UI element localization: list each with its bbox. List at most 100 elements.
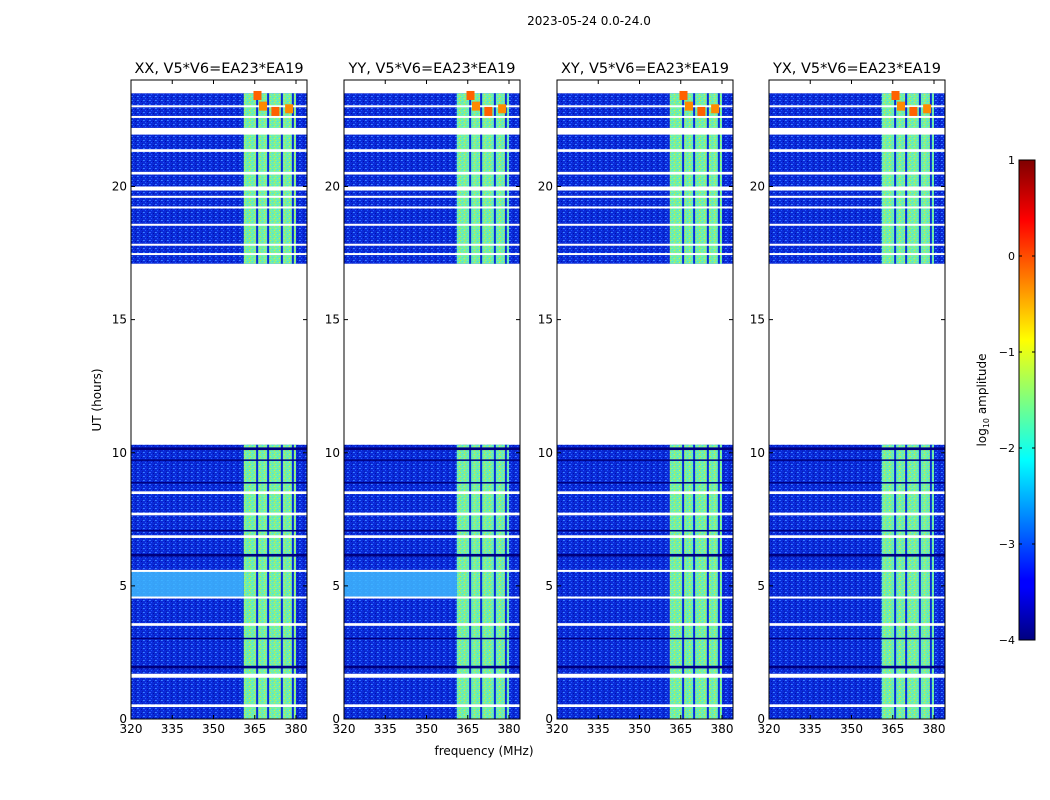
flagged-row <box>344 535 520 538</box>
flagged-row <box>344 206 520 209</box>
panel-title: YX, V5*V6=EA23*EA19 <box>772 61 941 77</box>
flagged-row <box>769 243 945 246</box>
low-amplitude-row <box>557 447 733 451</box>
x-tick-label: 365 <box>243 722 266 736</box>
flagged-row <box>557 105 733 108</box>
x-tick-label: 365 <box>669 722 692 736</box>
low-amplitude-row <box>131 447 307 451</box>
channel-divider <box>905 93 908 264</box>
panel-2: YY, V5*V6=EA23*EA19 320 335 350 365 380 0 5 10 15… <box>325 61 521 736</box>
flagged-row <box>131 186 307 191</box>
flagged-row <box>131 596 307 599</box>
flagged-row <box>769 115 945 118</box>
flagged-row <box>769 569 945 572</box>
flagged-row <box>131 195 307 198</box>
channel-divider <box>905 444 908 719</box>
flagged-row <box>769 704 945 708</box>
flagged-row <box>557 127 733 135</box>
y-tick-label: 20 <box>538 180 553 194</box>
low-amplitude-row <box>131 553 307 557</box>
colorbar: 10−1−2−3−4 log10 amplitude <box>975 154 1036 647</box>
x-tick-label: 335 <box>161 722 184 736</box>
y-tick-label: 15 <box>750 313 765 327</box>
hot-spot <box>909 106 918 116</box>
low-amplitude-row <box>769 459 945 461</box>
flagged-row <box>131 569 307 572</box>
flagged-row <box>769 491 945 495</box>
flagged-row <box>769 253 945 256</box>
flagged-row <box>557 673 733 678</box>
flagged-row <box>557 115 733 118</box>
x-tick-label: 320 <box>120 722 143 736</box>
flagged-row <box>344 253 520 256</box>
flagged-row <box>131 223 307 226</box>
flagged-row <box>131 105 307 108</box>
flagged-row <box>769 223 945 226</box>
y-tick-label: 10 <box>538 446 553 460</box>
y-tick-label: 10 <box>112 446 127 460</box>
x-tick-label: 365 <box>456 722 479 736</box>
rfi-band <box>456 444 509 719</box>
y-tick-label: 5 <box>332 579 340 593</box>
x-tick-label: 380 <box>923 722 946 736</box>
hot-spot <box>697 106 706 116</box>
x-tick-label: 320 <box>546 722 569 736</box>
x-tick-label: 380 <box>498 722 521 736</box>
channel-divider <box>480 93 483 264</box>
flagged-row <box>131 149 307 152</box>
panel-4: YX, V5*V6=EA23*EA19 320 335 350 365 380 0 5 10 15… <box>750 61 946 736</box>
flagged-row <box>769 171 945 175</box>
flagged-row <box>344 149 520 152</box>
x-tick-label: 380 <box>711 722 734 736</box>
panel-frame <box>768 79 946 720</box>
channel-divider <box>504 93 507 264</box>
channel-divider <box>291 93 294 264</box>
channel-divider <box>291 444 294 719</box>
panel-3: XY, V5*V6=EA23*EA19 320 335 350 365 380 0 5 10 15… <box>538 61 734 736</box>
colorbar-gradient <box>1018 159 1036 641</box>
flagged-row <box>557 512 733 516</box>
rfi-band <box>669 93 722 264</box>
low-amplitude-row <box>131 665 307 669</box>
flagged-row <box>769 186 945 191</box>
low-amplitude-row <box>557 529 733 532</box>
flagged-row <box>557 186 733 191</box>
channel-divider <box>469 444 472 719</box>
channel-divider <box>682 93 685 264</box>
y-tick-label: 5 <box>119 579 127 593</box>
low-amplitude-row <box>131 482 307 484</box>
flagged-row <box>557 223 733 226</box>
hot-spot <box>897 101 905 111</box>
flagged-row <box>557 704 733 708</box>
y-tick-label: 0 <box>332 712 340 726</box>
hot-spot <box>891 90 900 100</box>
low-amplitude-row <box>344 459 520 461</box>
colorbar-tick-label: −2 <box>999 442 1015 455</box>
channel-divider <box>256 93 259 264</box>
x-tick-label: 320 <box>758 722 781 736</box>
y-tick-label: 5 <box>757 579 765 593</box>
rfi-band <box>456 93 509 264</box>
low-amplitude-row <box>769 482 945 484</box>
channel-divider <box>267 444 270 719</box>
hot-spot <box>285 104 294 114</box>
hot-spot <box>711 104 720 114</box>
flagged-row <box>344 115 520 118</box>
y-tick-label: 10 <box>325 446 340 460</box>
bright-time-band <box>344 571 457 597</box>
rfi-band <box>881 93 934 264</box>
x-axis-label: frequency (MHz) <box>434 744 533 758</box>
y-tick-label: 20 <box>325 180 340 194</box>
flagged-row <box>131 673 307 678</box>
low-amplitude-row <box>557 637 733 640</box>
flagged-row <box>557 195 733 198</box>
flagged-row <box>344 704 520 708</box>
colorbar-tick-label: −3 <box>999 538 1015 551</box>
flagged-row <box>131 704 307 708</box>
low-amplitude-row <box>131 459 307 461</box>
rfi-band <box>243 93 296 264</box>
channel-divider <box>682 444 685 719</box>
hot-spot <box>498 104 507 114</box>
flagged-row <box>131 115 307 118</box>
flagged-row <box>557 253 733 256</box>
